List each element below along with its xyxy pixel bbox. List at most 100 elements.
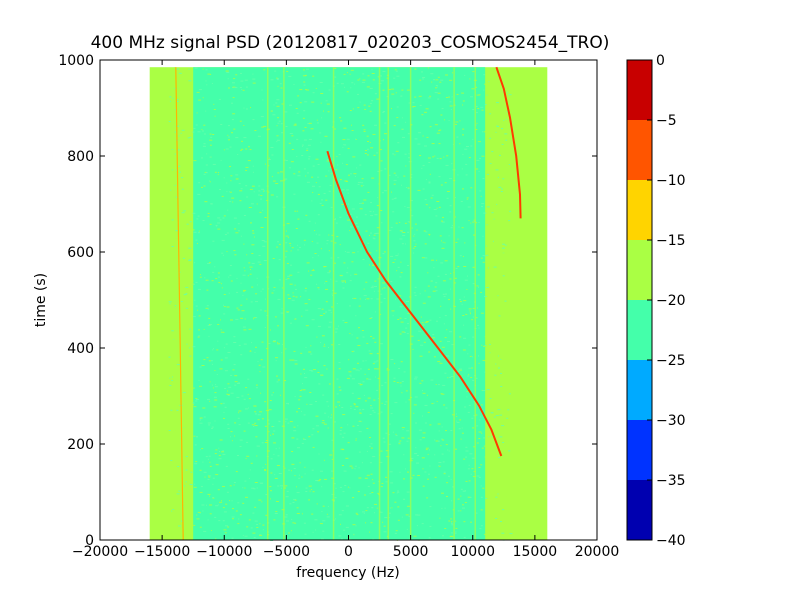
heatmap-cell	[315, 401, 317, 402]
heatmap-cell	[421, 167, 423, 169]
heatmap-cell	[182, 257, 185, 259]
heatmap-cell	[372, 259, 375, 261]
heatmap-cell	[410, 457, 414, 459]
heatmap-cell	[192, 212, 196, 214]
heatmap-cell	[446, 329, 448, 331]
heatmap-cell	[248, 146, 250, 148]
heatmap-cell	[489, 113, 492, 115]
heatmap-cell	[454, 197, 456, 199]
heatmap-cell	[304, 101, 308, 103]
heatmap-cell	[169, 176, 172, 178]
heatmap-cell	[363, 512, 365, 514]
heatmap-cell	[180, 300, 183, 302]
heatmap-cell	[317, 214, 320, 216]
heatmap-cell	[402, 235, 406, 237]
heatmap-cell	[380, 450, 383, 452]
heatmap-cell	[229, 166, 231, 167]
heatmap-cell	[368, 264, 370, 266]
heatmap-cell	[500, 521, 502, 522]
heatmap-cell	[259, 411, 263, 413]
heatmap-cell	[383, 525, 386, 527]
heatmap-cell	[451, 524, 454, 526]
heatmap-cell	[362, 73, 365, 75]
heatmap-cell	[366, 154, 369, 156]
heatmap-cell	[255, 301, 258, 303]
heatmap-cell	[190, 283, 194, 285]
heatmap-cell	[391, 93, 395, 95]
heatmap-cell	[438, 462, 442, 463]
heatmap-cell	[287, 422, 290, 424]
heatmap-cell	[455, 520, 457, 522]
heatmap-cell	[208, 180, 210, 182]
heatmap-cell	[461, 168, 463, 170]
heatmap-cell	[347, 219, 351, 221]
heatmap-cell	[293, 124, 297, 126]
heatmap-cell	[177, 172, 180, 174]
heatmap-cell	[277, 298, 281, 300]
heatmap-cell	[208, 335, 210, 337]
heatmap-cell	[250, 203, 254, 205]
heatmap-cell	[227, 383, 230, 385]
heatmap-cell	[364, 477, 368, 479]
heatmap-cell	[181, 212, 185, 214]
heatmap-cell	[480, 312, 484, 314]
heatmap-cell	[260, 359, 263, 361]
colorbar-tick-label: −15	[656, 233, 686, 249]
heatmap-cell	[352, 368, 356, 370]
heatmap-cell	[464, 242, 466, 244]
heatmap-cell	[248, 262, 251, 264]
heatmap-cell	[303, 84, 306, 86]
heatmap-cell	[339, 430, 342, 431]
heatmap-cell	[344, 485, 347, 486]
heatmap-cell	[381, 288, 383, 290]
heatmap-cell	[178, 204, 182, 206]
heatmap-cell	[349, 374, 352, 376]
heatmap-cell	[486, 514, 488, 516]
heatmap-cell	[322, 530, 325, 532]
heatmap-cell	[367, 141, 369, 142]
heatmap-cell	[304, 290, 307, 292]
heatmap-cell	[384, 382, 387, 384]
heatmap-cell	[502, 210, 505, 212]
heatmap-cell	[241, 140, 243, 142]
heatmap-cell	[411, 227, 413, 229]
heatmap-cell	[339, 389, 342, 391]
heatmap-cell	[459, 368, 463, 370]
heatmap-cell	[285, 126, 288, 127]
heatmap-cell	[277, 122, 280, 124]
heatmap-cell	[430, 197, 433, 199]
heatmap-cell	[482, 409, 484, 411]
heatmap-cell	[303, 239, 306, 241]
heatmap-cell	[504, 373, 507, 375]
heatmap-cell	[483, 131, 486, 133]
heatmap-cell	[486, 94, 488, 96]
heatmap-cell	[484, 371, 486, 373]
heatmap-cell	[450, 478, 452, 480]
heatmap-cell	[341, 189, 345, 191]
heatmap-cell	[212, 134, 215, 135]
heatmap-cell	[219, 451, 220, 452]
heatmap-cell	[301, 315, 303, 317]
heatmap-cell	[359, 78, 361, 80]
heatmap-cell	[243, 289, 246, 291]
heatmap-cell	[482, 254, 485, 256]
heatmap-cell	[217, 222, 221, 224]
heatmap-cell	[436, 207, 438, 209]
heatmap-cell	[178, 490, 181, 492]
heatmap-cell	[210, 136, 213, 138]
heatmap-cell	[502, 243, 506, 245]
heatmap-cell	[442, 535, 444, 537]
heatmap-cell	[334, 218, 336, 220]
heatmap-cell	[425, 179, 427, 181]
heatmap-cell	[338, 514, 342, 516]
heatmap-cell	[342, 319, 345, 321]
heatmap-cell	[286, 71, 289, 72]
heatmap-cell	[399, 317, 402, 319]
heatmap-cell	[446, 155, 449, 157]
heatmap-cell	[481, 203, 485, 205]
heatmap-cell	[364, 494, 366, 496]
heatmap-cell	[259, 263, 262, 265]
heatmap-cell	[194, 262, 196, 264]
heatmap-cell	[444, 528, 447, 529]
heatmap-cell	[211, 83, 213, 84]
